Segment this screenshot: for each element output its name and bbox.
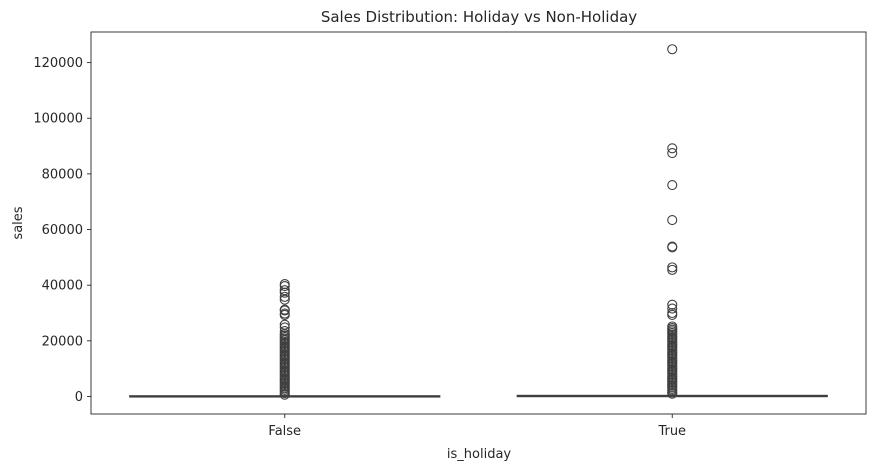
box-true — [516, 44, 828, 399]
outlier-point — [279, 319, 290, 330]
y-tick-label: 0 — [75, 390, 83, 405]
y-tick-label: 40000 — [42, 279, 83, 294]
y-tick-label: 80000 — [42, 167, 83, 182]
outlier-point — [667, 179, 678, 191]
y-axis-label: sales — [11, 206, 26, 239]
outlier-point — [279, 291, 290, 302]
x-axis-label: is_holiday — [447, 447, 512, 462]
chart-title: Sales Distribution: Holiday vs Non-Holid… — [321, 8, 637, 26]
y-tick-label: 100000 — [33, 112, 83, 127]
y-tick-label: 60000 — [42, 223, 83, 238]
y-axis-ticks: 0 20000 40000 60000 80000 100000 120000 — [33, 56, 91, 405]
outlier-point — [667, 241, 678, 252]
outlier-point — [667, 143, 678, 154]
outlier-point — [279, 308, 290, 319]
outlier-point — [667, 44, 678, 55]
outlier-point — [667, 299, 678, 310]
x-tick-label: True — [657, 424, 686, 439]
outlier-point — [667, 321, 678, 332]
plot-area-frame — [90, 31, 867, 415]
outlier-point — [667, 264, 678, 275]
outlier-point — [667, 307, 678, 319]
outlier-point — [279, 322, 290, 333]
outlier-point — [667, 215, 678, 226]
outlier-point — [279, 279, 290, 290]
outlier-point — [667, 147, 678, 159]
outlier-point — [279, 326, 290, 337]
x-axis-ticks: False True — [268, 414, 686, 439]
x-tick-label: False — [268, 424, 301, 439]
outlier-point — [279, 285, 290, 296]
outlier-point — [667, 262, 678, 273]
box-false — [129, 279, 441, 400]
y-tick-label: 20000 — [42, 334, 83, 349]
outlier-point — [667, 303, 678, 314]
box-series — [129, 44, 828, 400]
y-tick-label: 120000 — [33, 56, 83, 71]
outlier-point — [279, 304, 290, 315]
